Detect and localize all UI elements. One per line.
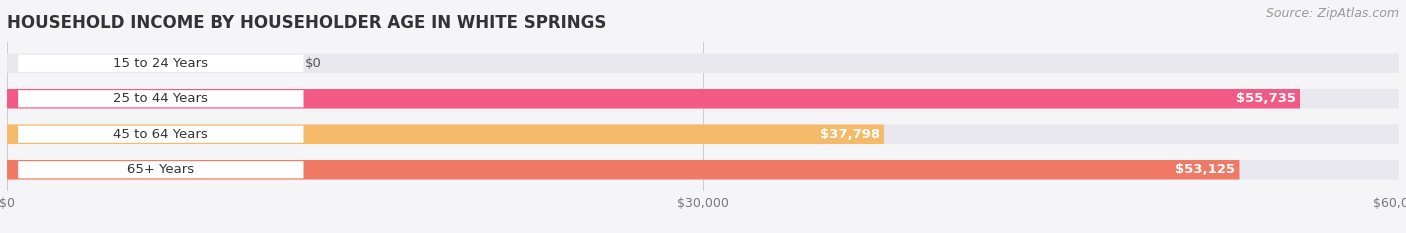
FancyBboxPatch shape [18, 161, 304, 178]
Text: 45 to 64 Years: 45 to 64 Years [114, 128, 208, 141]
Text: $53,125: $53,125 [1175, 163, 1236, 176]
FancyBboxPatch shape [7, 89, 1399, 109]
Text: $37,798: $37,798 [820, 128, 880, 141]
FancyBboxPatch shape [18, 55, 304, 72]
Text: $0: $0 [305, 57, 322, 70]
Text: HOUSEHOLD INCOME BY HOUSEHOLDER AGE IN WHITE SPRINGS: HOUSEHOLD INCOME BY HOUSEHOLDER AGE IN W… [7, 14, 606, 32]
Text: 15 to 24 Years: 15 to 24 Years [114, 57, 208, 70]
FancyBboxPatch shape [7, 160, 1399, 179]
FancyBboxPatch shape [7, 54, 1399, 73]
Text: 65+ Years: 65+ Years [128, 163, 194, 176]
FancyBboxPatch shape [18, 126, 304, 143]
Text: $55,735: $55,735 [1236, 92, 1296, 105]
FancyBboxPatch shape [7, 124, 1399, 144]
Text: 25 to 44 Years: 25 to 44 Years [114, 92, 208, 105]
FancyBboxPatch shape [18, 90, 304, 107]
FancyBboxPatch shape [7, 160, 1240, 179]
FancyBboxPatch shape [7, 89, 1301, 109]
FancyBboxPatch shape [7, 124, 884, 144]
Text: Source: ZipAtlas.com: Source: ZipAtlas.com [1265, 7, 1399, 20]
